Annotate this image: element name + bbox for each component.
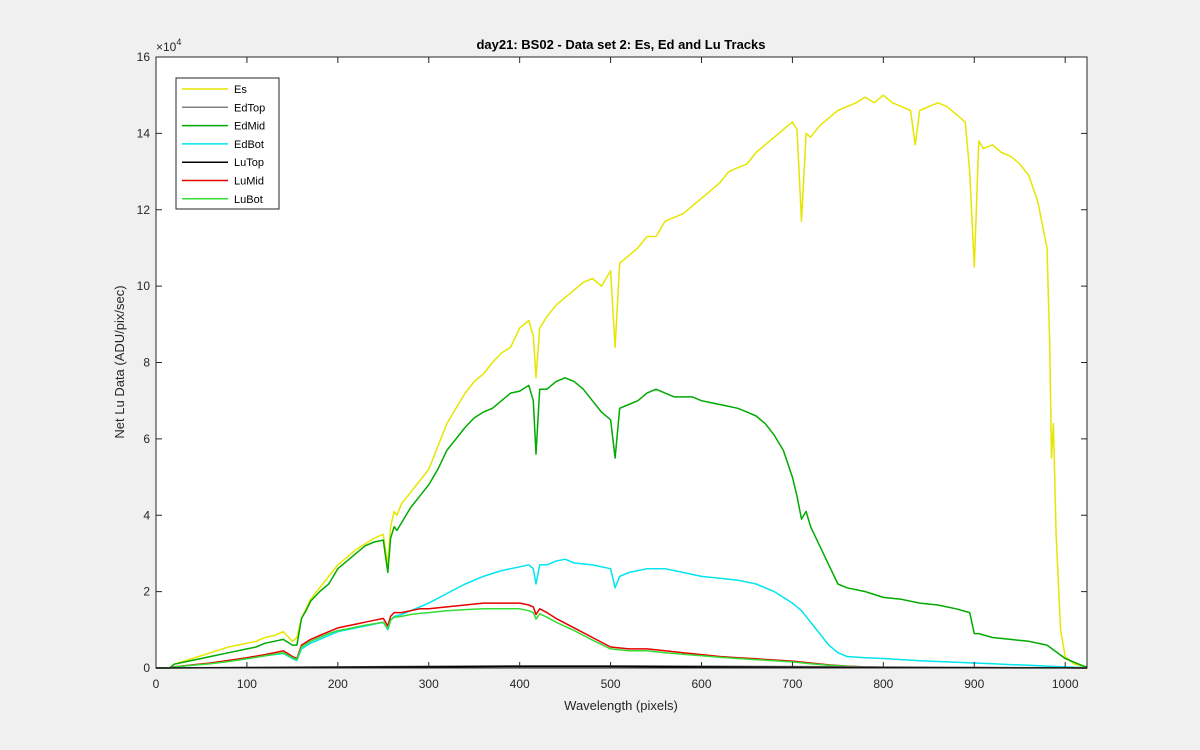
legend-label: EdBot bbox=[234, 139, 264, 151]
legend-label: EdMid bbox=[234, 121, 265, 133]
y-tick-label: 8 bbox=[143, 356, 150, 370]
series-line-lubot bbox=[156, 608, 1088, 669]
x-tick-label: 700 bbox=[782, 677, 802, 691]
legend-items: Es EdTop EdMid EdBot LuTop LuMid LuBot bbox=[182, 84, 265, 206]
series-line-edmid bbox=[156, 377, 1088, 669]
x-tick-label: 0 bbox=[153, 677, 160, 691]
y-tick-label: 16 bbox=[137, 50, 151, 64]
y-axis-label: Net Lu Data (ADU/pix/sec) bbox=[112, 285, 127, 438]
legend-label: LuMid bbox=[234, 176, 264, 188]
x-axis-label: Wavelength (pixels) bbox=[564, 698, 678, 713]
y-tick-label: 6 bbox=[143, 432, 150, 446]
y-tick-label: 10 bbox=[137, 279, 151, 293]
y-tick-label: 2 bbox=[143, 585, 150, 599]
x-tick-label: 300 bbox=[419, 677, 439, 691]
x-tick-label: 100 bbox=[237, 677, 257, 691]
y-exponent: ×104 bbox=[156, 37, 181, 54]
legend-label: LuTop bbox=[234, 157, 264, 169]
plot-area bbox=[156, 57, 1087, 668]
y-tick-label: 14 bbox=[137, 126, 151, 140]
y-tick-label: 12 bbox=[137, 203, 151, 217]
legend-label: EdTop bbox=[234, 102, 265, 114]
x-tick-label: 900 bbox=[964, 677, 984, 691]
y-tick-label: 4 bbox=[143, 508, 150, 522]
tick-layer: 0 100 200 300 400 500 600 700 800 900 1000 0 2 4 6 8 10 1… bbox=[137, 50, 1087, 691]
y-tick-label: 0 bbox=[143, 661, 150, 675]
legend-label: Es bbox=[234, 84, 247, 96]
series-line-es bbox=[156, 94, 1088, 669]
y-exponent-base: ×10 bbox=[156, 40, 177, 54]
series-line-edbot bbox=[156, 558, 1088, 669]
y-exponent-power: 4 bbox=[176, 37, 181, 47]
x-tick-label: 600 bbox=[691, 677, 711, 691]
x-tick-label: 800 bbox=[873, 677, 893, 691]
legend-label: LuBot bbox=[234, 194, 263, 206]
x-tick-label: 200 bbox=[328, 677, 348, 691]
legend: Es EdTop EdMid EdBot LuTop LuMid LuBot bbox=[175, 77, 280, 210]
x-tick-label: 500 bbox=[601, 677, 621, 691]
x-tick-label: 1000 bbox=[1052, 677, 1079, 691]
x-tick-label: 400 bbox=[510, 677, 530, 691]
chart-title: day21: BS02 - Data set 2: Es, Ed and Lu … bbox=[476, 37, 765, 52]
